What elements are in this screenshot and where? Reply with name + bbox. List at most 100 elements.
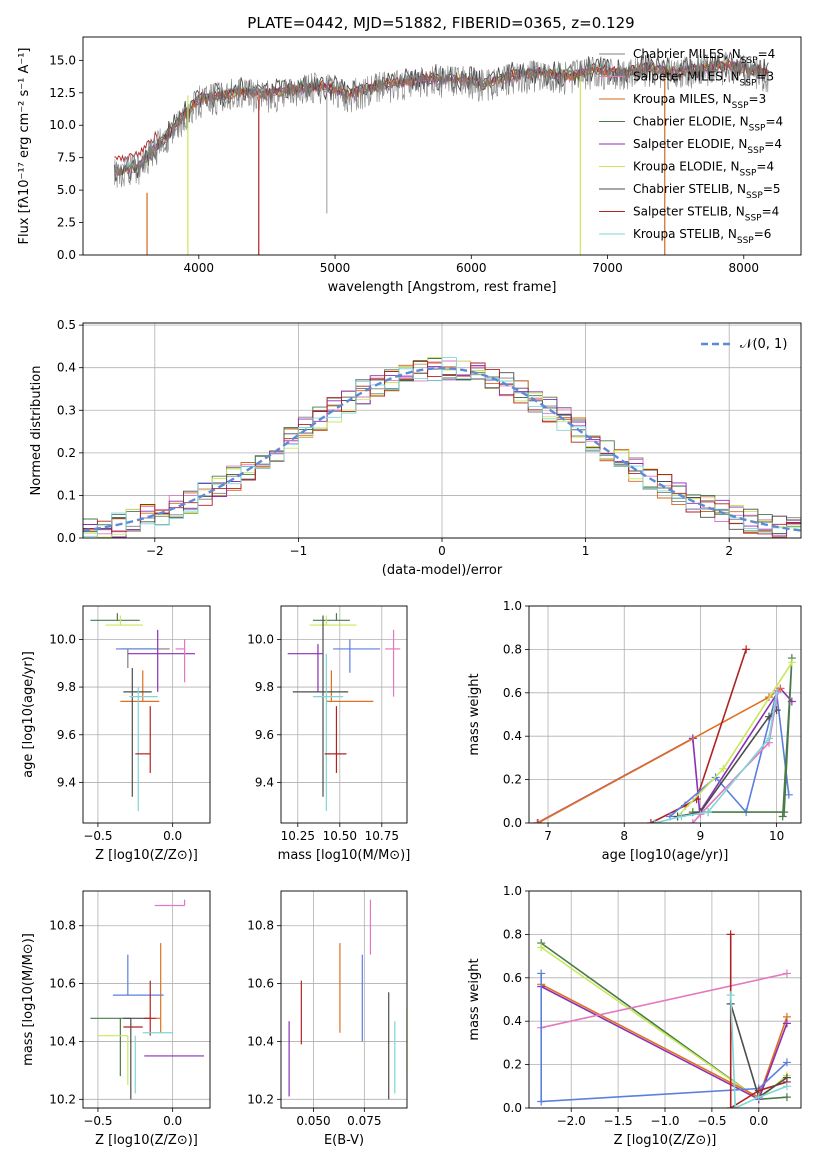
legend-subscript: SSP (737, 236, 754, 246)
residual-ytick-label: 0.2 (57, 446, 76, 460)
age-vs-metallicity-ytick-label: 9.6 (57, 728, 76, 742)
legend-entry-label: Salpeter STELIB, NSSP=4 (633, 205, 779, 224)
residual-xtick-label: 0 (438, 544, 446, 558)
normal-reference-curve (83, 366, 801, 532)
legend-count: =4 (764, 137, 782, 151)
legend-subscript: SSP (749, 124, 766, 134)
massweight-vs-age-point-marker (787, 658, 796, 667)
massweight-vs-metallicity-xtick-label: −0.5 (697, 1114, 726, 1128)
legend-count: =4 (758, 47, 776, 61)
legend-entry-label: Chabrier STELIB, NSSP=5 (633, 182, 781, 201)
massweight-vs-metallicity-xlabel: Z [log10(Z/Z⊙)] (614, 1133, 717, 1148)
mass-vs-metallicity-xlabel: Z [log10(Z/Z⊙)] (95, 1133, 198, 1148)
massweight-vs-metallicity-point-marker (782, 1019, 791, 1028)
massweight-vs-age-ytick-label: 0.2 (503, 773, 522, 787)
massweight-vs-metallicity-point-marker (726, 991, 735, 1000)
mass-vs-metallicity-xtick-label: 0.0 (163, 1114, 182, 1128)
massweight-vs-age-plot-area (533, 645, 796, 823)
age-vs-mass-xtick-label: 10.25 (281, 829, 315, 843)
age-vs-metallicity-ytick-label: 9.8 (57, 680, 76, 694)
legend-count: =3 (756, 70, 774, 84)
massweight-vs-age-ytick-label: 1.0 (503, 599, 522, 613)
spectrum-ytick-label: 10.0 (49, 118, 76, 132)
massweight-vs-age-point-marker (742, 645, 751, 654)
mass-vs-ebv-ytick-label: 10.2 (247, 1092, 274, 1106)
legend-subscript: SSP (747, 146, 764, 156)
massweight-vs-age-point-marker (719, 764, 728, 773)
spectrum-title: PLATE=0442, MJD=51882, FIBERID=0365, z=0… (247, 14, 634, 32)
massweight-vs-age-point-marker (765, 712, 773, 721)
residual-xtick-label: −2 (146, 544, 164, 558)
mass-vs-metallicity-ytick-label: 10.2 (49, 1092, 76, 1106)
massweight-vs-metallicity-ytick-label: 1.0 (503, 884, 522, 898)
massweight-vs-metallicity-series-line (540, 973, 788, 1103)
massweight-vs-metallicity-ytick-label: 0.4 (503, 1014, 522, 1028)
spectrum-xtick-label: 6000 (456, 261, 487, 275)
legend-entry-label: Chabrier ELODIE, NSSP=4 (633, 115, 783, 134)
mass-vs-metallicity-frame (82, 890, 211, 1109)
massweight-vs-metallicity-ylabel: mass weight (467, 958, 482, 1040)
massweight-vs-age-xtick-label: 9 (697, 829, 705, 843)
massweight-vs-age-xlabel: age [log10(age/yr)] (602, 848, 729, 863)
spectrum-plot-area (113, 51, 769, 255)
massweight-vs-metallicity-point-marker (782, 969, 791, 978)
spectrum-ytick-label: 7.5 (57, 151, 76, 165)
legend-subscript: SSP (740, 169, 757, 179)
legend-entry-label: Kroupa STELIB, NSSP=6 (633, 227, 771, 246)
massweight-vs-age-xtick-label: 8 (620, 829, 628, 843)
massweight-vs-age-series-line (669, 692, 790, 818)
massweight-vs-age-xtick-label: 10 (769, 829, 784, 843)
spectrum-ylabel: Flux [fλ10⁻¹⁷ erg cm⁻² s⁻¹ A⁻¹] (17, 48, 32, 245)
massweight-vs-age-series-line (692, 658, 793, 817)
mass-vs-metallicity-ylabel: mass [log10(M/M⊙)] (21, 933, 36, 1066)
mass-vs-ebv-plot-area (288, 899, 407, 1100)
age-vs-mass-frame (280, 605, 408, 824)
massweight-vs-age-ytick-label: 0.0 (503, 816, 522, 830)
massweight-vs-age-ytick-label: 0.4 (503, 729, 522, 743)
age-vs-metallicity-ytick-label: 10.0 (49, 632, 76, 646)
age-vs-metallicity-ylabel: age [log10(age/yr)] (21, 651, 36, 778)
mass-vs-ebv-xtick-label: 0.050 (296, 1114, 330, 1128)
massweight-vs-metallicity-ytick-label: 0.8 (503, 927, 522, 941)
residual-ylabel: Normed distribution (29, 366, 44, 496)
mass-vs-ebv-ytick-label: 10.6 (247, 977, 274, 991)
residual-ytick-label: 0.0 (57, 531, 76, 545)
massweight-vs-age-series-line (537, 687, 781, 823)
mass-vs-metallicity-ytick-label: 10.8 (49, 919, 76, 933)
legend-entry-label: Kroupa ELODIE, NSSP=4 (633, 160, 774, 179)
spectrum-ytick-label: 15.0 (49, 53, 76, 67)
age-vs-metallicity-xtick-label: −0.5 (83, 829, 112, 843)
residual-xtick-label: −1 (290, 544, 308, 558)
massweight-vs-age-point-marker (772, 688, 781, 697)
massweight-vs-age-series-line (692, 690, 779, 823)
spectrum-xtick-label: 8000 (729, 261, 760, 275)
age-vs-mass-plot-area (287, 613, 401, 812)
massweight-vs-age-series-line (654, 692, 778, 823)
mass-vs-ebv-ytick-label: 10.8 (247, 919, 274, 933)
massweight-vs-age-frame (528, 605, 802, 824)
mass-vs-ebv-xlabel: E(B-V) (324, 1133, 364, 1148)
residual-plot-area (83, 356, 801, 538)
massweight-vs-metallicity-frame (528, 890, 802, 1109)
spectrum-ytick-label: 5.0 (57, 183, 76, 197)
mass-vs-ebv-ytick-label: 10.4 (247, 1034, 274, 1048)
age-vs-mass-xlabel: mass [log10(M/M⊙)] (278, 848, 411, 863)
massweight-vs-age-xtick-label: 7 (544, 829, 552, 843)
massweight-vs-metallicity-ytick-label: 0.6 (503, 971, 522, 985)
legend-subscript: SSP (746, 191, 763, 201)
massweight-vs-age-point-marker (646, 819, 655, 823)
residual-xtick-label: 1 (582, 544, 590, 558)
legend-count: =4 (756, 160, 774, 174)
residual-xtick-label: 2 (725, 544, 733, 558)
age-vs-metallicity-plot-area (90, 613, 196, 812)
massweight-vs-metallicity-point-marker (726, 1104, 735, 1108)
age-vs-metallicity-xlabel: Z [log10(Z/Z⊙)] (95, 848, 198, 863)
massweight-vs-age-point-marker (704, 808, 713, 817)
legend-subscript: SSP (732, 101, 749, 111)
legend-count: =4 (765, 115, 783, 129)
massweight-vs-age-ytick-label: 0.6 (503, 686, 522, 700)
massweight-vs-age-point-marker (534, 819, 543, 823)
massweight-vs-metallicity-ytick-label: 0.2 (503, 1058, 522, 1072)
legend-count: =3 (749, 92, 767, 106)
massweight-vs-metallicity-point-marker (537, 943, 546, 952)
